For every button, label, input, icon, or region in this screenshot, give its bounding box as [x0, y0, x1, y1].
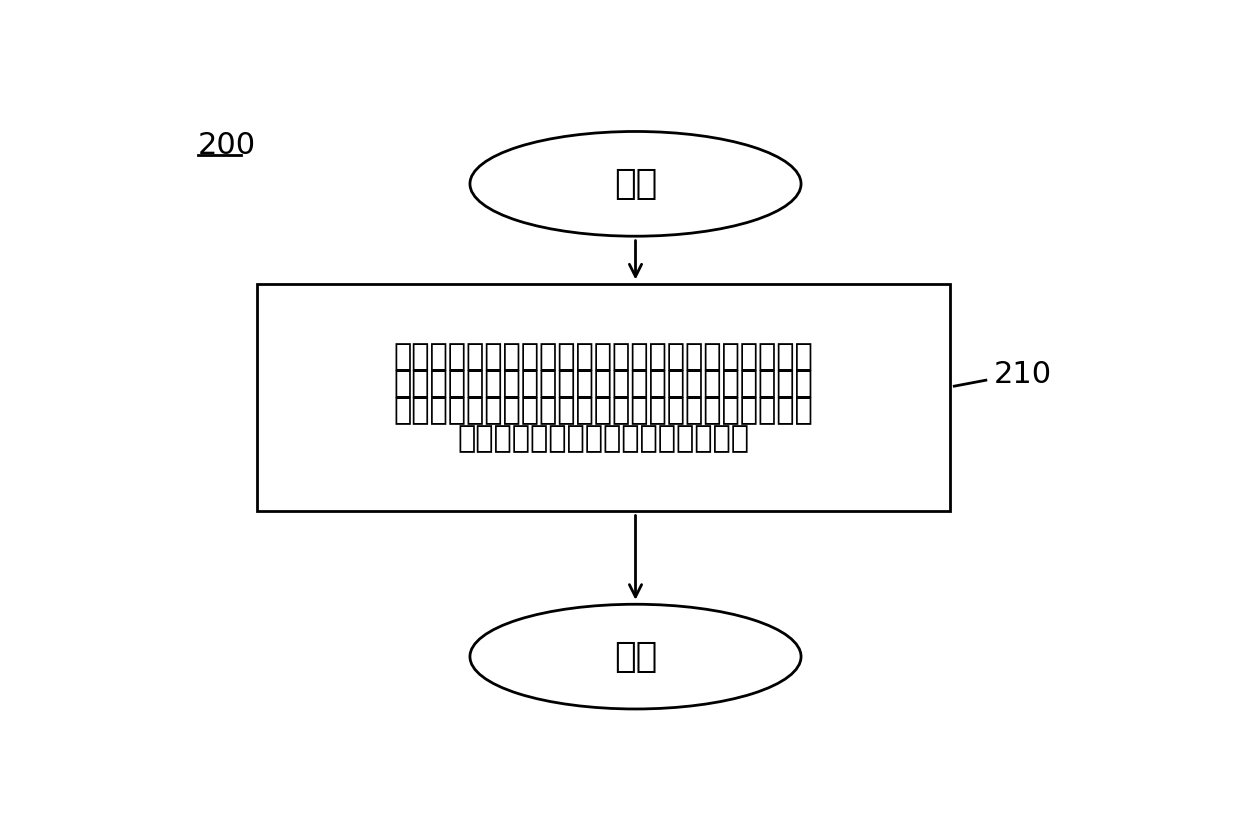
Bar	[257, 284, 950, 511]
Text: 200: 200	[198, 132, 257, 160]
Text: 结束: 结束	[614, 639, 657, 674]
Text: 该目标小区的核心网类型的参考信息: 该目标小区的核心网类型的参考信息	[458, 424, 749, 453]
Ellipse shape	[470, 604, 801, 709]
Text: 端设备向源接入网设备发送针对该目标小区的优选核: 端设备向源接入网设备发送针对该目标小区的优选核	[393, 369, 813, 399]
Text: 心网类型信息，其中，该优选核心网类型信息为确定: 心网类型信息，其中，该优选核心网类型信息为确定	[393, 397, 813, 425]
Ellipse shape	[470, 132, 801, 237]
Text: 210: 210	[993, 360, 1052, 388]
Text: 在终端设备从源小区切换至目标小区的过程中，该终: 在终端设备从源小区切换至目标小区的过程中，该终	[393, 342, 813, 372]
Text: 开始: 开始	[614, 167, 657, 201]
